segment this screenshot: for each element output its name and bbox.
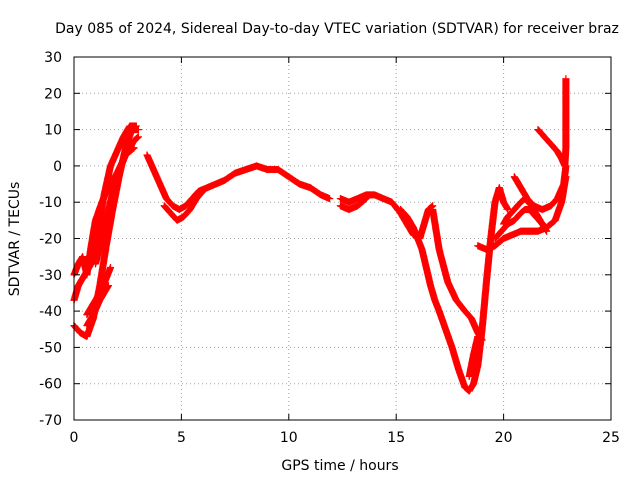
satellite-track-19 <box>561 75 570 170</box>
y-tick-label: -10 <box>39 195 62 211</box>
x-tick-label: 0 <box>70 430 79 446</box>
x-tick-label: 5 <box>177 430 186 446</box>
y-tick-label: -50 <box>39 340 62 356</box>
x-tick-label: 25 <box>602 430 620 446</box>
satellite-track-11 <box>396 184 512 395</box>
satellite-track-4 <box>83 263 115 319</box>
axis-ticks: 0 5 10 15 20 25 -70 -60 -50 -40 -30 -20 -10 0 10 20 30 <box>39 50 620 446</box>
chart-title: Day 085 of 2024, Sidereal Day-to-day VTE… <box>55 21 619 37</box>
satellite-track-9 <box>336 191 437 243</box>
satellite-track-17 <box>510 162 570 214</box>
y-tick-label: -60 <box>39 377 62 393</box>
grid <box>74 57 611 420</box>
satellite-track-13 <box>465 332 482 381</box>
y-tick-label: 30 <box>44 50 62 66</box>
satellite-track-6 <box>91 133 143 268</box>
y-axis-label: SDTVAR / TECUs <box>7 182 23 297</box>
y-tick-label: 20 <box>44 86 62 102</box>
y-tick-label: -40 <box>39 304 62 320</box>
y-tick-label: -20 <box>39 232 62 248</box>
y-tick-label: 10 <box>44 123 62 139</box>
x-tick-label: 15 <box>387 430 405 446</box>
satellite-track-12 <box>429 205 486 344</box>
satellite-track-10 <box>336 194 370 214</box>
y-tick-label: -70 <box>39 413 62 429</box>
satellite-track-8 <box>160 187 207 224</box>
y-tick-label: 0 <box>53 159 62 175</box>
y-tick-label: -30 <box>39 268 62 284</box>
x-axis-label: GPS time / hours <box>281 458 398 474</box>
satellite-track-7 <box>143 151 334 214</box>
x-tick-label: 20 <box>495 430 513 446</box>
x-tick-label: 10 <box>280 430 298 446</box>
data-series <box>70 75 570 395</box>
satellite-track-5 <box>83 282 113 330</box>
